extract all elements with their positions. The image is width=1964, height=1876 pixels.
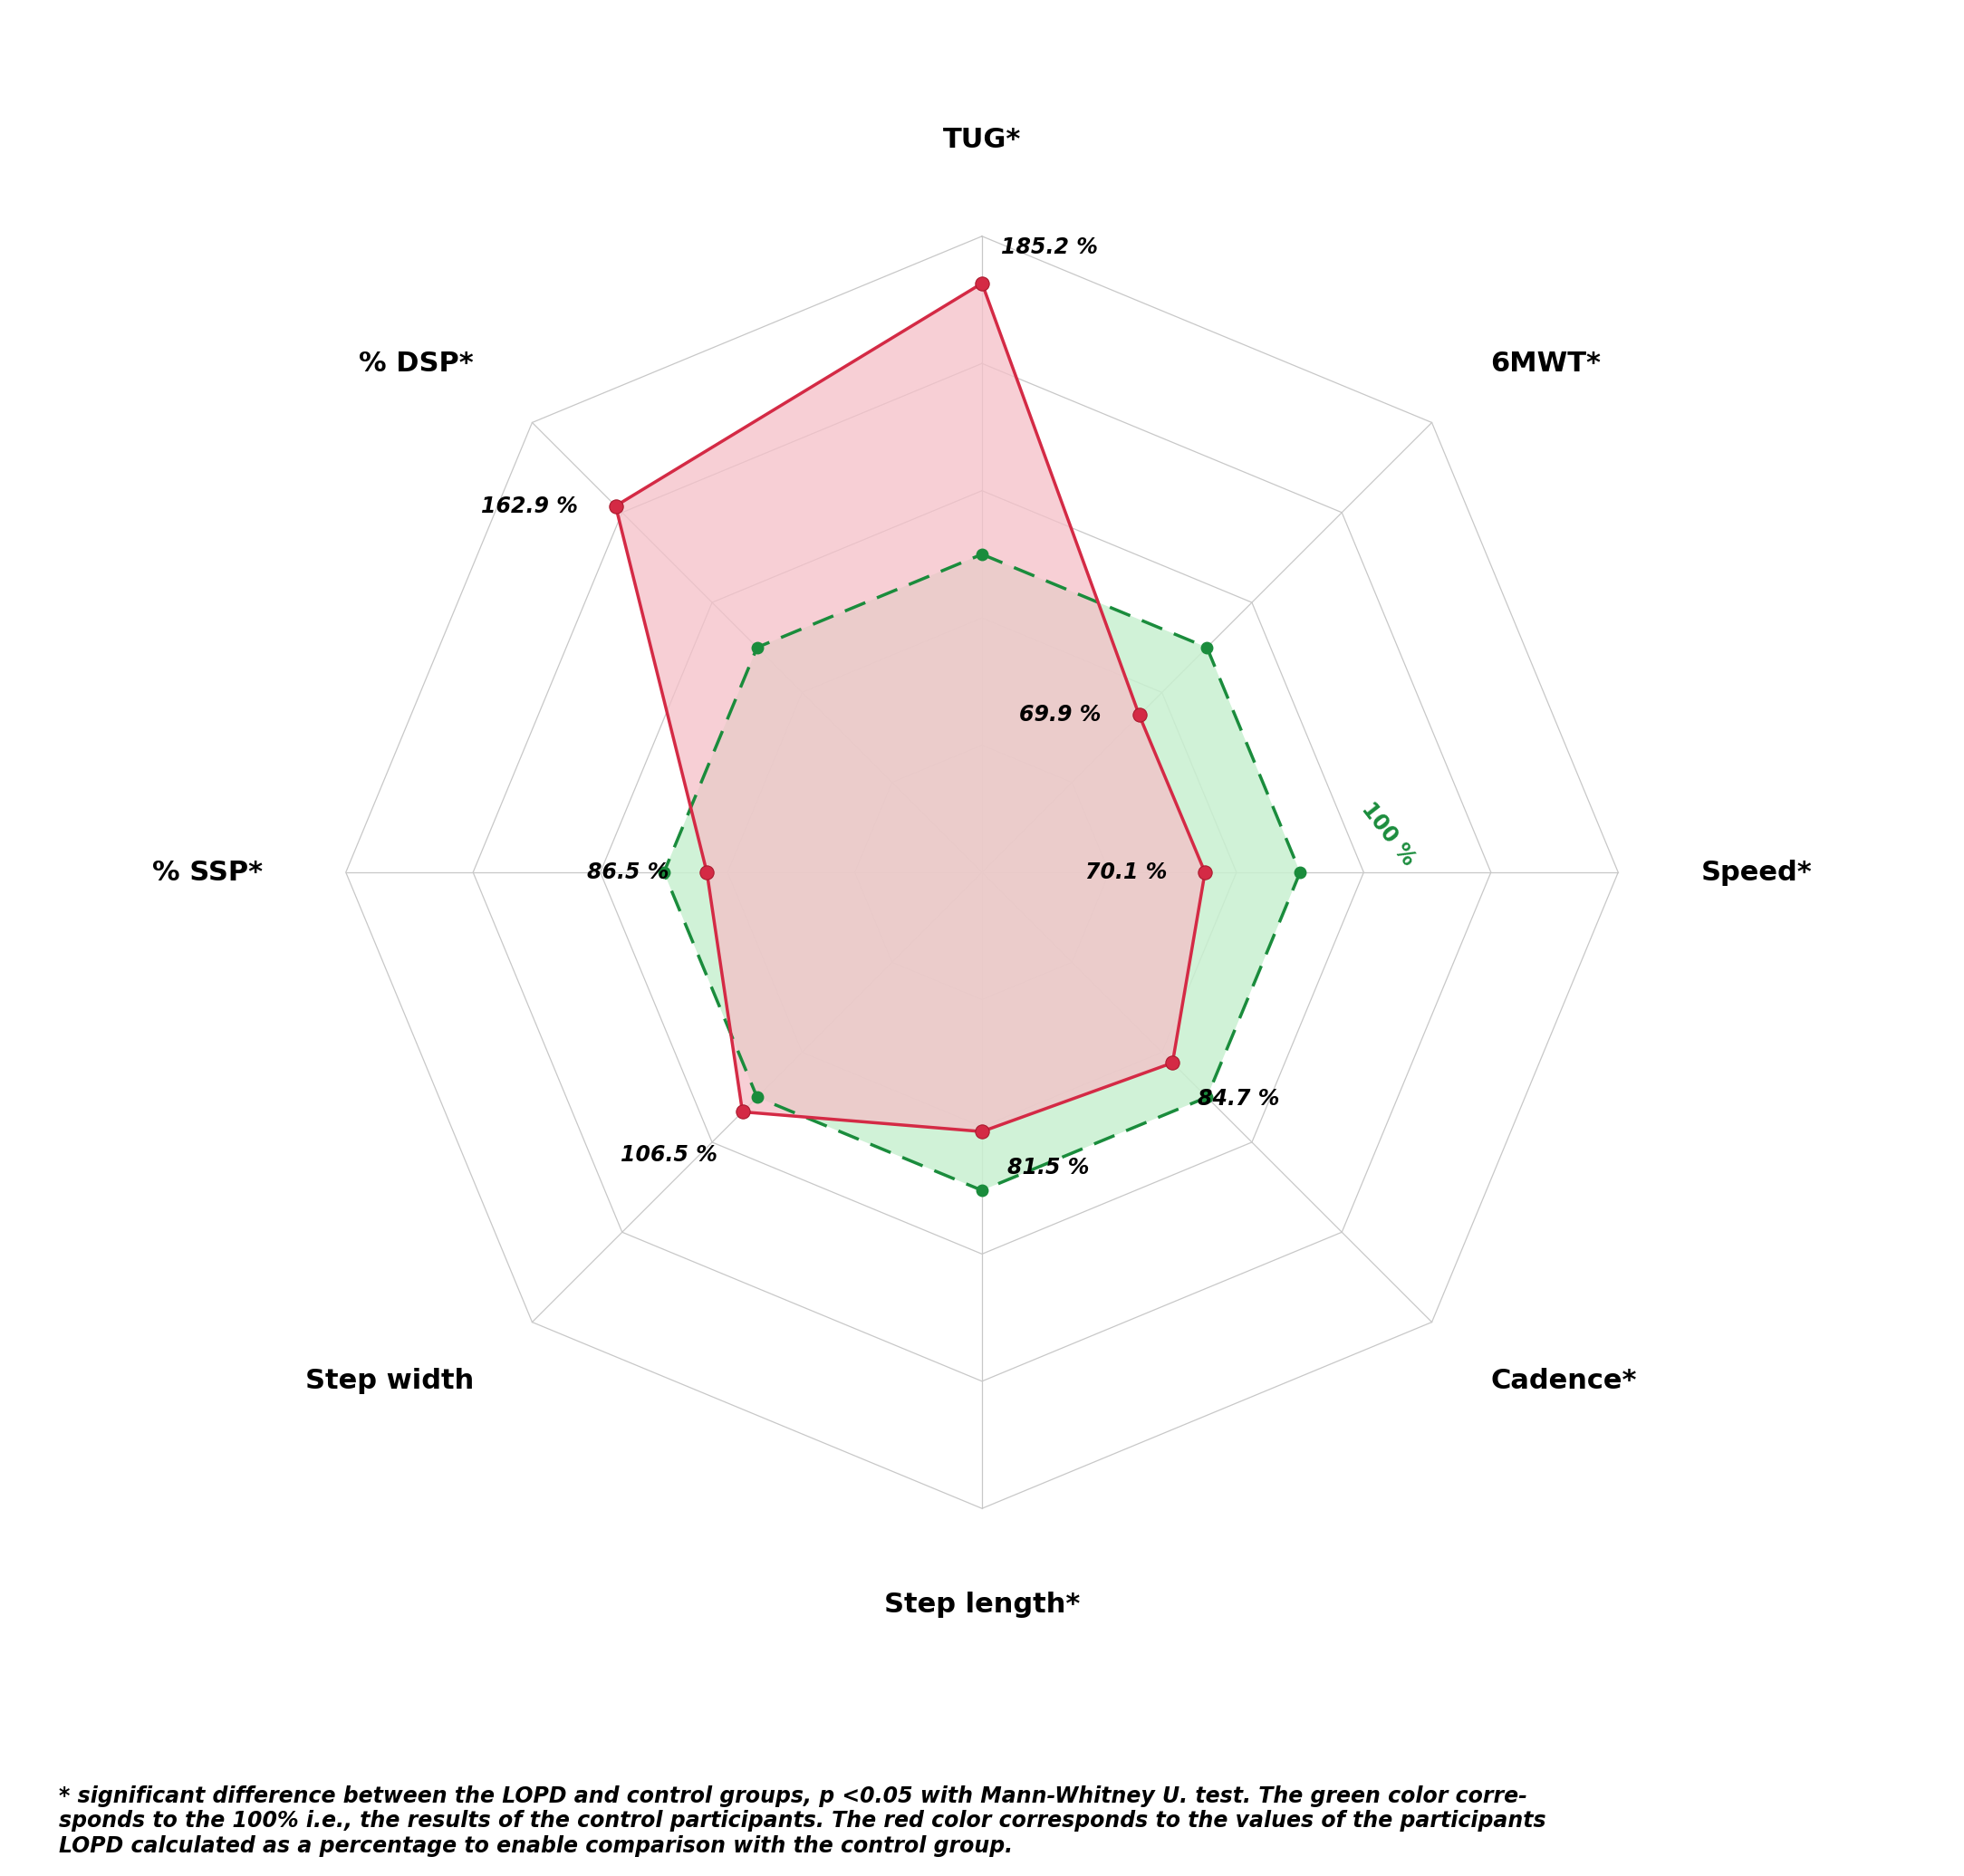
Text: 69.9 %: 69.9 % — [1019, 704, 1102, 726]
Text: Speed*: Speed* — [1701, 859, 1813, 885]
Text: % DSP*: % DSP* — [359, 351, 473, 377]
Polygon shape — [615, 283, 1206, 1131]
Text: 70.1 %: 70.1 % — [1084, 861, 1167, 884]
Text: 106.5 %: 106.5 % — [621, 1144, 717, 1165]
Text: Cadence*: Cadence* — [1491, 1368, 1636, 1394]
Text: 185.2 %: 185.2 % — [1002, 236, 1098, 257]
Text: 162.9 %: 162.9 % — [481, 495, 577, 518]
Text: 86.5 %: 86.5 % — [587, 861, 668, 884]
Text: * significant difference between the LOPD and control groups, p <0.05 with Mann-: * significant difference between the LOP… — [59, 1786, 1546, 1857]
Text: 100 %: 100 % — [1357, 799, 1420, 870]
Text: Step width: Step width — [304, 1368, 473, 1394]
Text: Step length*: Step length* — [884, 1591, 1080, 1617]
Text: 81.5 %: 81.5 % — [1008, 1157, 1090, 1178]
Text: 6MWT*: 6MWT* — [1491, 351, 1601, 377]
Polygon shape — [664, 553, 1300, 1191]
Text: % SSP*: % SSP* — [153, 859, 263, 885]
Text: 84.7 %: 84.7 % — [1198, 1088, 1281, 1111]
Text: TUG*: TUG* — [943, 128, 1021, 154]
